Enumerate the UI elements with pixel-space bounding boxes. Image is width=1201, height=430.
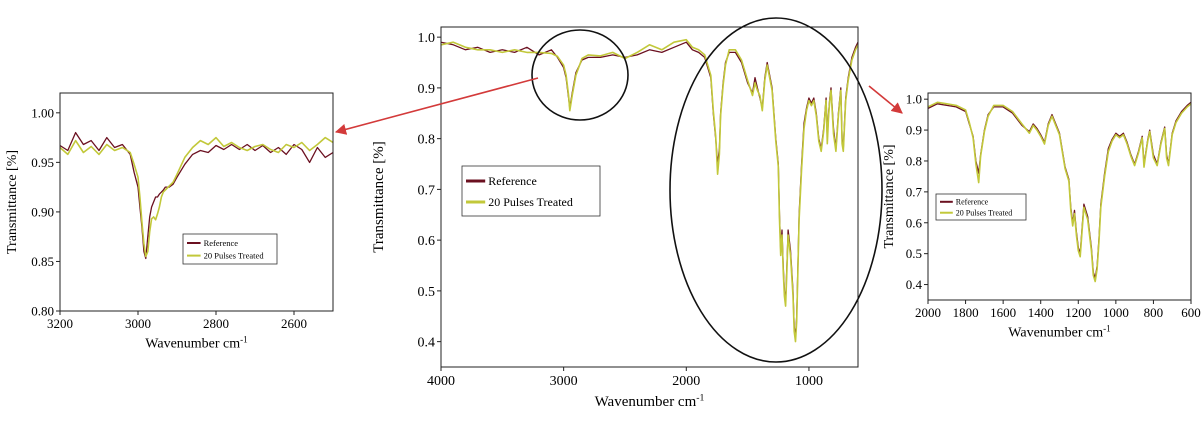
x-tick-label: 2800 [203,316,229,331]
y-tick-label: 0.4 [906,277,923,292]
y-tick-label: 0.9 [906,123,922,138]
legend-box [935,193,1027,221]
y-tick-label: 0.7 [906,184,923,199]
legend-box [182,233,278,265]
x-tick-label: 1400 [1028,305,1054,320]
series-line-reference [60,131,333,260]
main-chart: 4000 3000 2000 1000 0.4 0.5 0.6 0.7 0.8 0.9 1.0 Wav… [371,26,859,410]
x-tick-label: 3000 [125,316,151,331]
y-tick-label: 0.4 [418,336,436,351]
legend-box [461,165,601,217]
y-tick-label: 1.00 [31,105,54,120]
legend-label: Reference [488,174,537,188]
y-tick-label: 0.6 [418,234,436,249]
zoom-ellipse-large [669,17,883,363]
y-tick-label: 0.80 [31,304,54,319]
x-tick-label: 1800 [953,305,979,320]
x-axis-label-sup: -1 [240,334,248,344]
y-tick-label: 0.85 [31,254,54,269]
legend: Reference 20 Pulses Treated [935,193,1027,221]
x-tick-label: 1000 [1103,305,1129,320]
plot-frame [927,92,1192,301]
y-tick-label: 1.0 [906,92,922,107]
x-axis-label-sup: -1 [696,392,704,403]
x-tick-label: 2000 [915,305,941,320]
y-tick-label: 0.90 [31,204,54,219]
legend: Reference 20 Pulses Treated [461,165,601,217]
y-tick-label: 0.6 [906,215,923,230]
y-tick-label: 0.8 [906,154,922,169]
series-line-reference [928,101,1191,280]
legend-label: Reference [204,238,239,248]
legend-label: 20 Pulses Treated [204,251,265,261]
series-line-treated [441,38,858,343]
x-tick-label: 1200 [1065,305,1091,320]
x-axis-label-text: Wavenumber cm [145,337,240,352]
series-line-treated [928,101,1191,283]
x-tick-label: 1600 [990,305,1016,320]
x-axis-label: Wavenumber cm-1 [595,392,705,410]
x-tick-label: 3000 [550,374,578,389]
x-tick-label: 4000 [427,374,455,389]
plot-frame [59,92,334,312]
x-tick-label: 600 [1181,305,1201,320]
legend-label: 20 Pulses Treated [488,195,573,209]
y-axis-label: Transmittance [%] [5,150,20,254]
x-axis-label-text: Wavenumber cm [595,394,697,410]
x-axis-label: Wavenumber cm-1 [1008,323,1110,340]
zoom-ellipse-small [531,29,629,121]
left-inset-chart: 3200 3000 2800 2600 0.80 0.85 0.90 0.95 1.00 Wave… [5,92,334,352]
y-tick-label: 0.9 [418,82,436,97]
arrow-to-left-inset [334,77,539,135]
legend: Reference 20 Pulses Treated [182,233,278,265]
x-axis-label-text: Wavenumber cm [1008,326,1103,341]
y-tick-label: 0.95 [31,155,54,170]
y-tick-label: 0.5 [418,285,436,300]
y-axis-label: Transmittance [%] [882,144,897,248]
plot-frame [440,26,859,368]
y-axis-label: Transmittance [%] [371,141,387,253]
annotations [334,17,903,363]
series-line-treated [60,136,333,258]
y-tick-label: 0.7 [418,183,436,198]
x-axis-label: Wavenumber cm-1 [145,334,247,351]
arrow-to-right-inset [868,85,903,114]
right-inset-chart: 2000 1800 1600 1400 1200 1000 800 600 0.4 0.5 0.6 0… [882,92,1201,341]
x-tick-label: 1000 [795,374,823,389]
y-tick-label: 1.0 [418,31,436,46]
x-tick-label: 2000 [672,374,700,389]
x-tick-label: 2600 [281,316,307,331]
legend-label: 20 Pulses Treated [956,209,1012,218]
x-axis-label-sup: -1 [1103,323,1111,333]
x-tick-label: 3200 [47,316,73,331]
legend-label: Reference [956,198,989,207]
x-tick-label: 800 [1144,305,1164,320]
y-tick-label: 0.8 [418,133,436,148]
y-tick-label: 0.5 [906,246,922,261]
